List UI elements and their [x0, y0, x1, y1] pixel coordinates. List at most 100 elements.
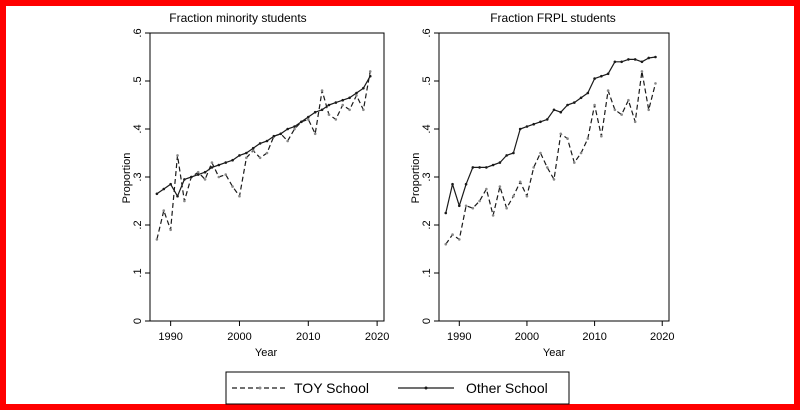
data-point	[286, 139, 289, 143]
data-point	[512, 194, 515, 198]
data-point	[471, 206, 475, 210]
data-point	[176, 154, 179, 157]
data-point	[518, 180, 522, 184]
data-point	[498, 185, 502, 188]
data-point	[457, 238, 461, 241]
data-point	[545, 166, 549, 169]
data-point	[224, 161, 228, 164]
data-point	[348, 108, 351, 112]
data-point	[579, 96, 583, 100]
data-point	[258, 142, 262, 145]
data-point	[217, 175, 221, 179]
data-point	[464, 204, 468, 208]
data-point	[313, 132, 317, 136]
data-point	[293, 127, 296, 131]
data-point	[559, 110, 563, 114]
x-tick-label: 1990	[447, 331, 471, 343]
x-tick-label: 2010	[296, 331, 320, 343]
data-point	[279, 132, 283, 136]
data-point	[647, 56, 651, 60]
chart-title: Fraction FRPL students	[490, 11, 616, 25]
data-point	[265, 151, 269, 155]
data-point	[341, 103, 345, 107]
x-tick-label: 2010	[582, 331, 606, 343]
data-point	[566, 137, 569, 140]
data-point	[512, 151, 515, 155]
plot-area	[438, 32, 670, 322]
data-point	[355, 91, 358, 95]
data-point	[593, 77, 596, 80]
data-point	[613, 60, 617, 64]
data-point	[491, 163, 495, 167]
y-tick-label: .4	[132, 124, 144, 133]
data-point	[572, 161, 576, 164]
data-point	[362, 86, 365, 90]
x-tick-label: 1990	[158, 331, 182, 343]
data-point	[238, 194, 241, 198]
data-point	[217, 163, 221, 167]
data-point	[627, 58, 630, 61]
data-point	[545, 118, 549, 121]
data-point	[251, 149, 255, 152]
legend-marker	[258, 386, 262, 390]
data-point	[320, 89, 324, 92]
data-point	[566, 103, 569, 107]
legend-swatches	[232, 386, 454, 390]
legend-marker	[424, 386, 428, 390]
data-point	[539, 151, 542, 155]
y-tick-label: .6	[132, 28, 144, 37]
x-tick-label: 2000	[515, 331, 539, 343]
data-point	[552, 178, 556, 181]
data-point	[327, 113, 331, 116]
legend-label-toy: TOY School	[294, 380, 369, 396]
data-point	[620, 113, 623, 116]
x-tick-label: 2000	[227, 331, 251, 343]
data-point	[586, 137, 590, 140]
data-point	[348, 96, 351, 100]
y-tick-label: 0	[132, 318, 144, 324]
data-point	[525, 125, 529, 128]
plot-area	[149, 32, 385, 322]
data-point	[478, 199, 481, 203]
data-point	[155, 238, 159, 241]
data-point	[444, 211, 448, 215]
data-point	[586, 91, 590, 95]
y-tick-label: .2	[421, 220, 433, 229]
data-point	[613, 108, 617, 112]
data-point	[293, 125, 296, 128]
y-tick-label: .5	[421, 76, 433, 85]
data-point	[176, 194, 179, 198]
data-point	[620, 60, 623, 64]
data-point	[451, 233, 454, 236]
chart-title: Fraction minority students	[169, 11, 306, 25]
x-axis-label: Year	[255, 347, 278, 359]
data-point	[341, 98, 345, 102]
data-point	[525, 194, 529, 198]
data-point	[627, 98, 630, 102]
data-point	[231, 185, 234, 188]
x-tick-label: 2020	[365, 331, 389, 343]
data-point	[572, 101, 576, 104]
data-point	[368, 70, 372, 73]
data-point	[196, 170, 200, 174]
y-tick-label: .3	[132, 172, 144, 181]
data-point	[478, 166, 481, 169]
data-point	[457, 204, 461, 208]
data-point	[162, 209, 166, 212]
y-tick-label: 0	[421, 318, 433, 324]
data-point	[368, 74, 372, 78]
y-tick-label: .3	[421, 172, 433, 181]
data-point	[600, 74, 603, 78]
data-point	[471, 166, 475, 169]
data-point	[245, 151, 248, 155]
legend: TOY School Other School	[225, 371, 570, 405]
data-point	[579, 151, 583, 155]
data-point	[231, 158, 234, 162]
data-point	[532, 122, 536, 126]
data-point	[640, 60, 644, 64]
data-point	[334, 101, 338, 104]
y-tick-label: .4	[421, 124, 433, 133]
data-point	[640, 70, 644, 73]
data-point	[162, 187, 166, 191]
